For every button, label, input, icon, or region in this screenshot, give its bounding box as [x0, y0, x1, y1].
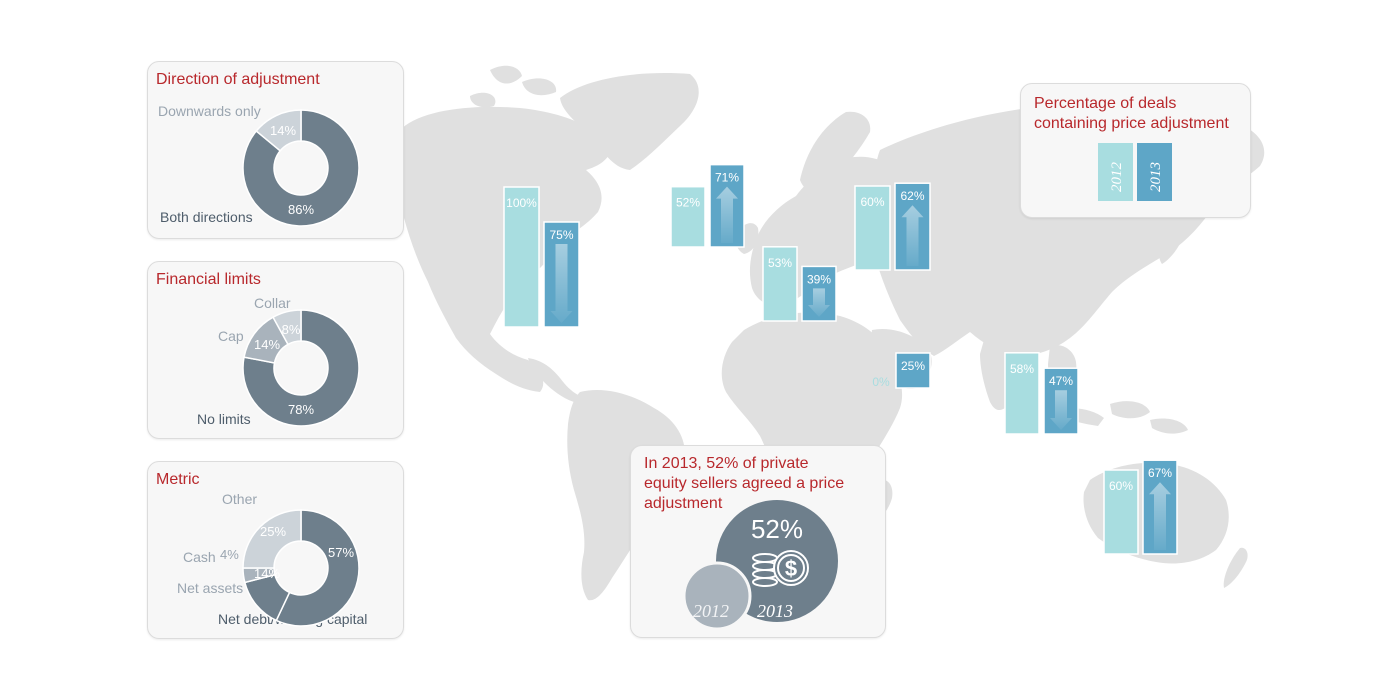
arrow-up-icon: [901, 205, 924, 266]
bar-2012: [1004, 352, 1040, 435]
bar-label-2012: 0%: [872, 375, 890, 389]
arrow-down-icon: [550, 244, 573, 323]
donut-slice-net-debt-working-capital: [275, 509, 360, 627]
region-bar-pair: 0% 25%: [872, 352, 931, 389]
circle-2012: [682, 561, 752, 631]
map-indonesia: [1060, 401, 1188, 434]
callout-panel: In 2013, 52% of private equity sellers a…: [630, 445, 886, 638]
legend-panel: Percentage of deals containing price adj…: [1020, 83, 1251, 218]
callout-line2: equity sellers agreed a price: [644, 475, 845, 492]
donut-value-label: 86%: [288, 202, 314, 217]
bar-label-2012: 53%: [768, 256, 792, 270]
bar-label-2012: 58%: [1010, 362, 1034, 376]
callout-line1: In 2013, 52% of private: [644, 455, 809, 472]
map-japan: [1159, 215, 1187, 264]
donut-slice-downwards-only: [255, 109, 302, 152]
bar-label-2013: 67%: [1148, 466, 1172, 480]
map-arctic-islands: [470, 65, 557, 108]
region-bar-pair: 53% 39%: [762, 246, 837, 322]
bar-2012: [762, 246, 798, 322]
donut-slice-no-limits: [242, 309, 360, 427]
arrow-down-icon: [808, 288, 830, 317]
slice-label-cap: Cap: [218, 328, 244, 344]
panel-metric: Metric Other Cash Net assets Net debt/wo…: [147, 461, 404, 639]
bar-label-2013: 47%: [1049, 374, 1073, 388]
legend-title-line2: containing price adjustment: [1034, 115, 1229, 132]
bar-label-2012: 52%: [676, 196, 700, 210]
panel-financial-limits: Financial limits Collar Cap No limits 78…: [147, 261, 404, 439]
arrow-up-icon: [1149, 482, 1171, 550]
donut-value-label: 8%: [282, 322, 301, 337]
legend-swatches: 2012 2013: [1098, 143, 1172, 201]
map-scandinavia: [800, 111, 871, 192]
bar-2012: [854, 185, 891, 271]
slice-label-no-limits: No limits: [197, 411, 251, 427]
panel-title: Metric: [156, 471, 200, 488]
donut-slice-other: [242, 509, 302, 569]
callout-year-2012: 2012: [693, 601, 729, 621]
bar-label-2013: 39%: [807, 272, 831, 286]
donut-slice-collar: [272, 309, 302, 346]
bar-label-2013: 25%: [901, 359, 925, 373]
bar-2012: [1103, 469, 1139, 555]
callout-year-2013: 2013: [757, 601, 793, 621]
bar-2012: [670, 185, 706, 248]
map-new-zealand: [1223, 547, 1248, 588]
map-central-america: [528, 358, 580, 402]
region-bar-pair: 100% 75%: [503, 186, 580, 328]
panel-title: Financial limits: [156, 271, 261, 288]
map-greenland: [560, 73, 699, 170]
donut-direction: 86% 14%: [242, 109, 360, 227]
slice-label-cash: Cash: [183, 549, 216, 565]
slice-label-net-assets: Net assets: [177, 580, 244, 596]
map-africa: [721, 312, 903, 553]
legend-title-line1: Percentage of deals: [1034, 95, 1177, 112]
bar-label-2012: 60%: [860, 195, 884, 209]
callout-line3: adjustment: [644, 495, 723, 512]
donut-financial-limits: 78% 14%8%: [242, 309, 360, 427]
slice-label-collar: Collar: [254, 295, 291, 311]
slice-label-both-directions: Both directions: [160, 209, 253, 225]
bar-label-2013: 75%: [549, 228, 573, 242]
map-south-america: [567, 389, 685, 601]
donut-slice-both-directions: [242, 109, 360, 227]
legend-swatch-2012: [1098, 143, 1133, 201]
legend-swatch-2013: [1137, 143, 1172, 201]
donut-value-label: 4%: [220, 547, 239, 562]
bar-label-2012: 100%: [506, 196, 537, 210]
bar-label-2012: 60%: [1109, 479, 1133, 493]
arrow-down-icon: [1050, 390, 1072, 430]
donut-metric: 57% 14% 4% 25%: [220, 509, 360, 627]
bar-label-2013: 62%: [900, 189, 924, 203]
donut-value-label: 14%: [270, 123, 296, 138]
legend-year-2012: 2012: [1109, 162, 1125, 193]
arrow-up-icon: [716, 186, 738, 243]
donut-value-label: 25%: [260, 524, 286, 539]
donut-value-label: 57%: [328, 545, 354, 560]
bar-label-2013: 71%: [715, 171, 739, 185]
slice-label-downwards-only: Downwards only: [158, 103, 261, 119]
dollar-sign: $: [785, 556, 797, 581]
legend-year-2013: 2013: [1148, 162, 1164, 192]
region-bar-pair: 60% 67%: [1103, 459, 1178, 555]
donut-value-label: 14%: [254, 566, 280, 581]
slice-label-other: Other: [222, 491, 258, 507]
callout-big-value: 52%: [751, 514, 803, 544]
region-bar-pair: 52% 71%: [670, 163, 745, 248]
region-bar-pair: 58% 47%: [1004, 352, 1079, 435]
dollar-coins-icon: [752, 550, 809, 587]
panel-title: Direction of adjustment: [156, 71, 320, 88]
donut-value-label: 78%: [288, 402, 314, 417]
callout-graphic: 52% $ 2012 2013: [682, 498, 840, 631]
donut-value-label: 14%: [254, 337, 280, 352]
panel-direction-of-adjustment: Direction of adjustment Downwards only B…: [147, 61, 404, 239]
bar-2013: [895, 352, 931, 389]
region-bar-pair: 60% 62%: [854, 182, 931, 271]
bar-2012: [503, 186, 540, 328]
